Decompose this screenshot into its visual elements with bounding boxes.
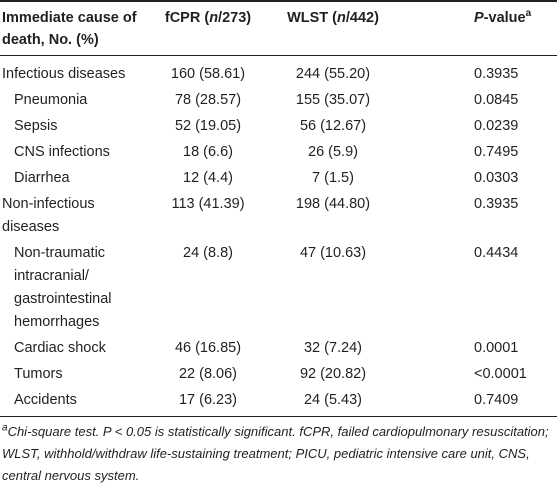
table-cell: 7 (1.5) <box>312 170 354 186</box>
table-cell: 160 (58.61) <box>170 66 246 82</box>
table-cell: 78 (28.57) <box>174 92 242 108</box>
row-label: Tumors <box>14 366 63 382</box>
row-label: Non-traumatic intracranial/ gastrointest… <box>14 245 112 330</box>
header-row: Immediate cause of death, No. (%) fCPR (… <box>0 1 557 56</box>
footnote-marker: a <box>525 8 532 20</box>
table-row: Infectious diseases 160 (58.61) 244 (55.20… <box>0 56 557 89</box>
header-text: /442) <box>345 10 379 26</box>
footnote: aChi-square test. P < 0.05 is statistica… <box>0 417 557 487</box>
table-row: Cardiac shock 46 (16.85) 32 (7.24) 0.0001 <box>0 336 557 362</box>
table-cell: 56 (12.67) <box>299 118 367 134</box>
table-cell: 0.3935 <box>474 66 519 82</box>
table: Immediate cause of death, No. (%) fCPR (… <box>0 1 557 417</box>
table-cell: 0.7409 <box>474 392 519 408</box>
table-cell: 0.3935 <box>474 196 519 212</box>
table-cell: 244 (55.20) <box>295 66 371 82</box>
header-text: WLST ( <box>287 10 337 26</box>
table-cell: 52 (19.05) <box>174 118 242 134</box>
table-row: Pneumonia 78 (28.57) 155 (35.07) 0.0845 <box>0 88 557 114</box>
table-cell: 0.0001 <box>474 340 519 356</box>
header-text: /273) <box>218 10 252 26</box>
header-cell: P-valuea <box>402 1 557 56</box>
header-cell: fCPR (n/273) <box>152 1 264 56</box>
row-label: Non-infectious diseases <box>2 196 95 235</box>
header-text: P <box>474 10 484 26</box>
table-cell: 18 (6.6) <box>183 144 233 160</box>
row-label: Accidents <box>14 392 77 408</box>
table-cell: 113 (41.39) <box>171 196 245 212</box>
table-row: Non-infectious diseases 113 (41.39) 198 (4… <box>0 192 557 241</box>
header-text: -value <box>483 10 526 26</box>
row-label: Infectious diseases <box>2 66 126 82</box>
row-label: Pneumonia <box>14 92 88 108</box>
table-body: Infectious diseases 160 (58.61) 244 (55.20… <box>0 56 557 417</box>
table-cell: 46 (16.85) <box>174 340 242 356</box>
table-cell: 0.0239 <box>474 118 519 134</box>
table-cell: 155 (35.07) <box>295 92 371 108</box>
table-row: CNS infections 18 (6.6) 26 (5.9) 0.7495 <box>0 140 557 166</box>
table-row: Non-traumatic intracranial/ gastrointest… <box>0 241 557 336</box>
table-cell: 22 (8.06) <box>178 366 238 382</box>
table-cell: 12 (4.4) <box>183 170 233 186</box>
row-label: CNS infections <box>14 144 110 160</box>
footnote-text: Chi-square test. P < 0.05 is statistical… <box>2 424 549 483</box>
table-cell: 32 (7.24) <box>303 340 363 356</box>
table-cell: 92 (20.82) <box>299 366 367 382</box>
table-cell: 24 (8.8) <box>183 245 233 261</box>
table-row: Tumors 22 (8.06) 92 (20.82) <0.0001 <box>0 362 557 388</box>
table-cell: 47 (10.63) <box>299 245 367 261</box>
table-cell: 0.0303 <box>474 170 519 186</box>
row-label: Sepsis <box>14 118 58 134</box>
header-text: fCPR ( <box>164 10 210 26</box>
table-row: Accidents 17 (6.23) 24 (5.43) 0.7409 <box>0 388 557 417</box>
table-cell: <0.0001 <box>474 366 527 382</box>
table-cell: 24 (5.43) <box>303 392 363 408</box>
table-cell: 0.0845 <box>474 92 519 108</box>
header-cell: WLST (n/442) <box>264 1 402 56</box>
table-row: Sepsis 52 (19.05) 56 (12.67) 0.0239 <box>0 114 557 140</box>
table-cell: 17 (6.23) <box>178 392 238 408</box>
header-text: n <box>337 10 346 26</box>
header-cell: Immediate cause of death, No. (%) <box>2 10 137 48</box>
row-label: Diarrhea <box>14 170 70 186</box>
table-row: Diarrhea 12 (4.4) 7 (1.5) 0.0303 <box>0 166 557 192</box>
table-header: Immediate cause of death, No. (%) fCPR (… <box>0 1 557 56</box>
table-cell: 0.4434 <box>474 245 519 261</box>
table-cell: 198 (44.80) <box>295 196 371 212</box>
row-label: Cardiac shock <box>14 340 106 356</box>
table-cell: 26 (5.9) <box>308 144 358 160</box>
footnote-marker: a <box>2 422 8 434</box>
header-text: n <box>209 10 219 26</box>
table-cell: 0.7495 <box>474 144 519 160</box>
